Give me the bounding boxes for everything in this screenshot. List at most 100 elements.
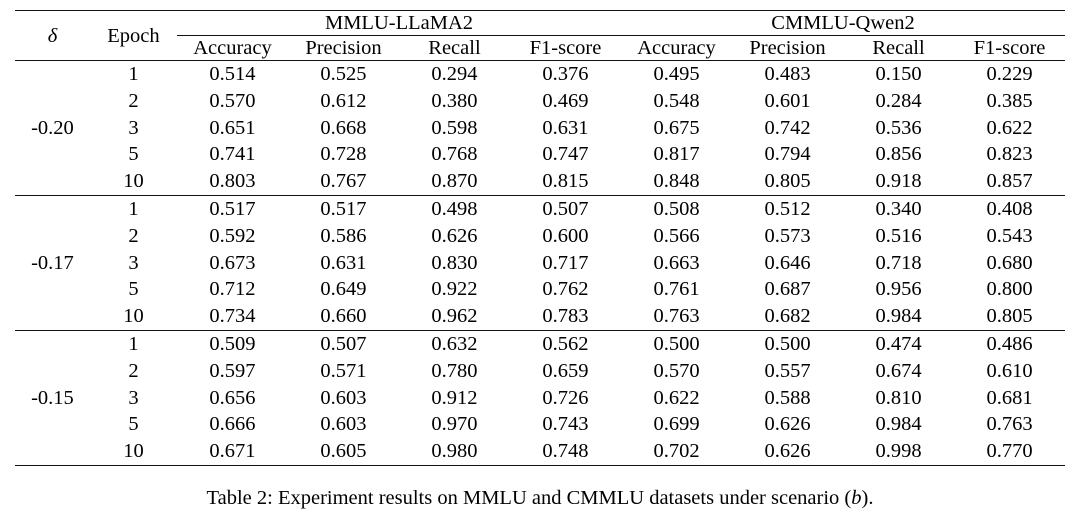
metric-value: 0.150: [875, 63, 922, 85]
epoch-value: 1: [128, 63, 139, 85]
table-header: δ Epoch MMLU-LLaMA2 CMMLU-Qwen2 Accuracy…: [14, 10, 1066, 61]
metric-value: 0.566: [653, 224, 700, 247]
metric-value: 0.912: [431, 386, 478, 409]
table-row: 5 0.712 0.649 0.922 0.762 0.761 0.687 0.956 0.80…: [15, 276, 1065, 303]
metric-value: 0.763: [653, 305, 700, 328]
epoch-value: 10: [123, 305, 144, 328]
metric-value: 0.748: [542, 440, 589, 463]
epoch-value: 2: [128, 359, 139, 382]
metric-value: 0.603: [320, 386, 367, 409]
metric-value: 0.699: [653, 413, 700, 436]
metric-value: 0.592: [209, 224, 256, 247]
metric-value: 0.702: [653, 440, 700, 463]
metric-value: 0.408: [986, 197, 1033, 220]
metric-value: 0.605: [320, 440, 367, 463]
metric-value: 0.517: [320, 197, 367, 220]
epoch-value: 1: [128, 332, 139, 355]
metric-value: 0.666: [209, 413, 256, 436]
metric-value: 0.810: [875, 386, 922, 409]
table-row: 10 0.671 0.605 0.980 0.748 0.702 0.626 0.998 0.7…: [15, 438, 1065, 465]
metric-value: 0.512: [764, 197, 811, 220]
metric-value: 0.687: [764, 278, 811, 301]
metric-value: 0.800: [986, 278, 1033, 301]
metric-value: 0.626: [764, 440, 811, 463]
metric-value: 0.659: [542, 359, 589, 382]
column-header-epoch: Epoch: [107, 24, 160, 47]
column-header-f1-mmlu: F1-score: [529, 37, 602, 59]
table-row: 10 0.734 0.660 0.962 0.783 0.763 0.682 0.984 0.8…: [15, 303, 1065, 330]
metric-value: 0.918: [875, 170, 922, 193]
group-header-cmmlu-qwen2: CMMLU-Qwen2: [621, 10, 1066, 36]
table-header-row-metrics: Accuracy Precision Recall F1-score Accur…: [15, 36, 1065, 61]
column-header-precision-cmmlu: Precision: [749, 37, 826, 59]
metric-value: 0.557: [764, 359, 811, 382]
metric-value: 0.649: [320, 278, 367, 301]
table-caption: Table 2: Experiment results on MMLU and …: [0, 485, 1080, 511]
metric-value: 0.598: [431, 116, 478, 139]
metric-value: 0.984: [875, 413, 922, 436]
epoch-value: 1: [128, 197, 139, 220]
column-header-accuracy-mmlu: Accuracy: [193, 37, 272, 59]
metric-value: 0.509: [209, 332, 256, 355]
column-header-precision-mmlu: Precision: [305, 37, 382, 59]
metric-value: 0.500: [653, 332, 700, 355]
metric-value: 0.601: [764, 89, 811, 112]
metric-value: 0.747: [542, 143, 589, 166]
epoch-value: 5: [128, 143, 139, 166]
metric-value: 0.660: [320, 305, 367, 328]
table-row: 3 0.673 0.631 0.830 0.717 0.663 0.646 0.718 0.68…: [15, 250, 1065, 277]
metric-value: 0.603: [320, 413, 367, 436]
metric-value: 0.380: [431, 89, 478, 112]
metric-value: 0.651: [209, 116, 256, 139]
table-row: 5 0.666 0.603 0.970 0.743 0.699 0.626 0.984 0.76…: [15, 411, 1065, 438]
metric-value: 0.469: [542, 89, 589, 112]
epoch-value: 3: [128, 116, 139, 139]
metric-value: 0.956: [875, 278, 922, 301]
metric-value: 0.597: [209, 359, 256, 382]
column-header-recall-cmmlu: Recall: [872, 37, 925, 59]
group-header-mmlu-llama2: MMLU-LLaMA2: [176, 10, 622, 36]
metric-value: 0.741: [209, 143, 256, 166]
metric-value: 0.514: [209, 63, 256, 85]
epoch-value: 2: [128, 89, 139, 112]
metric-value: 0.817: [653, 143, 700, 166]
metric-value: 0.998: [875, 440, 922, 463]
metric-value: 0.385: [986, 89, 1033, 112]
metric-value: 0.680: [986, 251, 1033, 274]
metric-value: 0.656: [209, 386, 256, 409]
metric-value: 0.671: [209, 440, 256, 463]
metric-value: 0.573: [764, 224, 811, 247]
metric-value: 0.805: [764, 170, 811, 193]
table-header-row-groups: δ Epoch MMLU-LLaMA2 CMMLU-Qwen2: [15, 10, 1066, 47]
table-row: 2 0.597 0.571 0.780 0.659 0.570 0.557 0.674 0.61…: [15, 358, 1065, 385]
metric-value: 0.780: [431, 359, 478, 382]
metric-value: 0.743: [542, 413, 589, 436]
epoch-value: 3: [128, 386, 139, 409]
caption-text: Table 2: Experiment results on MMLU and …: [206, 486, 852, 509]
metric-value: 0.294: [431, 63, 478, 85]
metric-value: 0.474: [875, 332, 922, 355]
metric-value: 0.600: [542, 224, 589, 247]
delta-value: -0.20: [31, 116, 74, 139]
results-table: δ Epoch MMLU-LLaMA2 CMMLU-Qwen2 Accuracy…: [14, 10, 1066, 466]
metric-value: 0.718: [875, 251, 922, 274]
metric-value: 0.805: [986, 305, 1033, 328]
table-row: 5 0.741 0.728 0.768 0.747 0.817 0.794 0.856 0.82…: [15, 141, 1065, 168]
table-row: 2 0.570 0.612 0.380 0.469 0.548 0.601 0.284 0.38…: [15, 88, 1065, 115]
table-row: 3 0.651 0.668 0.598 0.631 0.675 0.742 0.536 0.62…: [15, 115, 1065, 142]
metric-value: 0.646: [764, 251, 811, 274]
metric-value: 0.376: [542, 63, 589, 85]
metric-value: 0.856: [875, 143, 922, 166]
metric-value: 0.631: [542, 116, 589, 139]
epoch-value: 5: [128, 413, 139, 436]
metric-value: 0.548: [653, 89, 700, 112]
metric-value: 0.980: [431, 440, 478, 463]
metric-value: 0.970: [431, 413, 478, 436]
metric-value: 0.848: [653, 170, 700, 193]
metric-value: 0.632: [431, 332, 478, 355]
metric-value: 0.570: [653, 359, 700, 382]
epoch-value: 10: [123, 170, 144, 193]
metric-value: 0.229: [986, 63, 1033, 85]
metric-value: 0.562: [542, 332, 589, 355]
table-row: 3 0.656 0.603 0.912 0.726 0.622 0.588 0.810 0.68…: [15, 385, 1065, 412]
